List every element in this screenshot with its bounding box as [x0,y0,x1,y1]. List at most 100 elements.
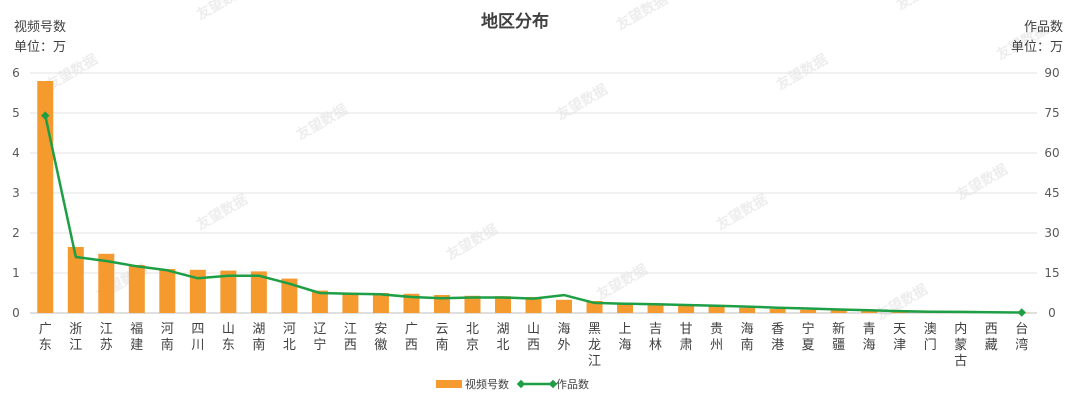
category-label: 宁夏 [802,321,815,353]
category-label: 西藏 [985,322,998,353]
category-label: 广东 [39,322,52,353]
watermark: 友望数据 [714,191,771,234]
bar-series [37,81,1030,313]
right-tick-label: 90 [1044,66,1059,80]
watermark: 友望数据 [774,51,831,94]
category-label: 上海 [619,322,632,353]
bar [830,310,847,313]
category-label: 内蒙古 [954,321,967,369]
left-tick-label: 4 [12,146,20,160]
legend-line-label: 作品数 [556,378,589,391]
legend: 视频号数 作品数 [436,377,589,391]
bar [464,295,481,313]
bar [98,253,115,313]
bar [372,293,389,313]
bar [617,303,634,313]
chart-title: 地区分布 [481,11,549,32]
category-label: 湖北 [496,322,509,353]
category-label: 台湾 [1015,322,1028,353]
bar [769,309,786,313]
legend-line-marker-right [548,379,558,389]
category-label: 湖南 [252,322,265,353]
category-label: 贵州 [710,322,723,353]
watermark: 友望数据 [194,0,251,23]
bar [189,269,206,313]
watermark: 友望数据 [954,161,1011,204]
category-label: 海南 [741,322,754,353]
bar [159,269,176,313]
category-label: 香港 [771,322,784,353]
category-label: 浙江 [69,322,82,353]
left-axis-label: 视频号数 [14,20,66,35]
bar [311,290,328,313]
right-axis-unit: 单位：万 [1011,40,1063,55]
category-label: 安徽 [374,322,387,353]
category-label: 吉林 [649,322,662,353]
bar [556,299,573,313]
category-label: 四川 [191,322,204,353]
line-marker [41,111,50,120]
bar [281,278,298,313]
watermark: 友望数据 [194,191,251,234]
watermark: 友望数据 [594,261,651,304]
bar [525,297,542,313]
bar [861,311,878,313]
watermark: 友望数据 [614,0,671,33]
right-tick-label: 75 [1044,106,1059,120]
legend-bar-label: 视频号数 [465,377,509,391]
right-axis-label: 作品数 [1024,20,1063,35]
left-axis-unit: 单位：万 [14,40,66,55]
watermark: 友望数据 [874,281,931,324]
right-tick-label: 30 [1044,226,1059,240]
bar [342,293,359,313]
category-label: 海外 [558,322,571,353]
left-axis-ticks: 0 1 2 3 4 5 6 [12,66,20,320]
category-label: 新疆 [832,321,845,353]
category-label: 辽宁 [313,322,326,353]
bar [403,293,420,313]
bar [220,270,237,313]
line-marker [1017,308,1026,317]
bar [647,303,664,313]
bar [433,295,450,313]
category-label: 江西 [344,322,357,353]
left-tick-label: 2 [12,226,20,240]
watermark: 友望数据 [554,81,611,124]
line-path [44,115,1022,314]
bar [250,271,267,313]
left-tick-label: 6 [12,66,20,80]
bar [494,296,511,313]
watermark: 友望数据 [294,101,351,144]
left-tick-label: 0 [12,306,20,320]
watermark: 友望数据 [444,221,501,264]
left-tick-label: 3 [12,186,20,200]
right-tick-label: 0 [1048,306,1056,320]
left-tick-label: 1 [12,266,20,280]
category-label: 黑龙江 [588,322,601,369]
category-label: 河南 [161,322,174,353]
category-label: 河北 [283,322,296,353]
right-axis-ticks: 0 15 30 45 60 75 90 [1044,66,1059,320]
category-label: 江苏 [100,322,113,353]
category-label: 广西 [405,322,418,353]
bar [67,247,84,313]
category-label: 澳门 [924,321,937,353]
bar [739,307,756,313]
category-label: 云南 [435,322,448,353]
line-series [41,111,1026,317]
bar [678,304,695,313]
right-tick-label: 15 [1044,266,1059,280]
category-label: 天津 [893,322,906,353]
category-label: 山西 [527,322,540,353]
category-label: 青海 [863,322,876,353]
grid [30,72,1037,314]
right-tick-label: 60 [1044,146,1059,160]
category-label: 北京 [466,322,479,353]
category-label: 甘肃 [680,322,693,353]
bar [800,309,817,313]
category-label: 福建 [130,322,143,353]
bar [128,265,145,313]
legend-line-marker-left [516,379,526,389]
